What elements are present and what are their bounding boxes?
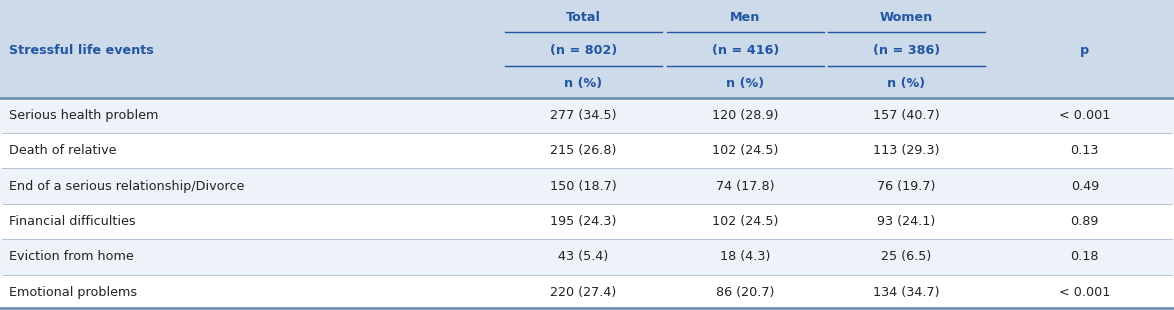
Text: 134 (34.7): 134 (34.7): [873, 286, 939, 299]
Text: 113 (29.3): 113 (29.3): [873, 144, 939, 157]
Text: Serious health problem: Serious health problem: [9, 109, 158, 122]
Text: 0.18: 0.18: [1071, 250, 1099, 264]
Bar: [0, 98, 1174, 310]
Text: Eviction from home: Eviction from home: [9, 250, 134, 264]
Text: 0.89: 0.89: [1071, 215, 1099, 228]
Text: 74 (17.8): 74 (17.8): [716, 179, 775, 193]
Text: (n = 802): (n = 802): [549, 44, 618, 57]
Text: 93 (24.1): 93 (24.1): [877, 215, 936, 228]
Text: 0.13: 0.13: [1071, 144, 1099, 157]
Text: 86 (20.7): 86 (20.7): [716, 286, 775, 299]
Text: 18 (4.3): 18 (4.3): [721, 250, 770, 264]
Text: 102 (24.5): 102 (24.5): [713, 215, 778, 228]
Bar: [0, 0, 1174, 98]
Text: n (%): n (%): [565, 78, 602, 91]
Text: < 0.001: < 0.001: [1059, 109, 1111, 122]
Text: 76 (19.7): 76 (19.7): [877, 179, 936, 193]
Text: Stressful life events: Stressful life events: [9, 44, 154, 57]
Text: Total: Total: [566, 11, 601, 24]
Text: 120 (28.9): 120 (28.9): [713, 109, 778, 122]
Text: Emotional problems: Emotional problems: [9, 286, 137, 299]
Text: 220 (27.4): 220 (27.4): [551, 286, 616, 299]
Text: n (%): n (%): [727, 78, 764, 91]
Text: Women: Women: [879, 11, 933, 24]
Bar: [0, 168, 1174, 204]
Text: (n = 386): (n = 386): [872, 44, 940, 57]
Text: < 0.001: < 0.001: [1059, 286, 1111, 299]
Text: Death of relative: Death of relative: [9, 144, 117, 157]
Text: 0.49: 0.49: [1071, 179, 1099, 193]
Text: End of a serious relationship/Divorce: End of a serious relationship/Divorce: [9, 179, 244, 193]
Text: 25 (6.5): 25 (6.5): [882, 250, 931, 264]
Text: n (%): n (%): [888, 78, 925, 91]
Text: Financial difficulties: Financial difficulties: [9, 215, 136, 228]
Text: (n = 416): (n = 416): [711, 44, 780, 57]
Text: 150 (18.7): 150 (18.7): [551, 179, 616, 193]
Text: 277 (34.5): 277 (34.5): [551, 109, 616, 122]
Text: 157 (40.7): 157 (40.7): [873, 109, 939, 122]
Bar: [0, 239, 1174, 275]
Bar: [0, 98, 1174, 133]
Text: Men: Men: [730, 11, 761, 24]
Text: 195 (24.3): 195 (24.3): [551, 215, 616, 228]
Text: 215 (26.8): 215 (26.8): [551, 144, 616, 157]
Text: p: p: [1080, 44, 1089, 57]
Text: 43 (5.4): 43 (5.4): [559, 250, 608, 264]
Text: 102 (24.5): 102 (24.5): [713, 144, 778, 157]
